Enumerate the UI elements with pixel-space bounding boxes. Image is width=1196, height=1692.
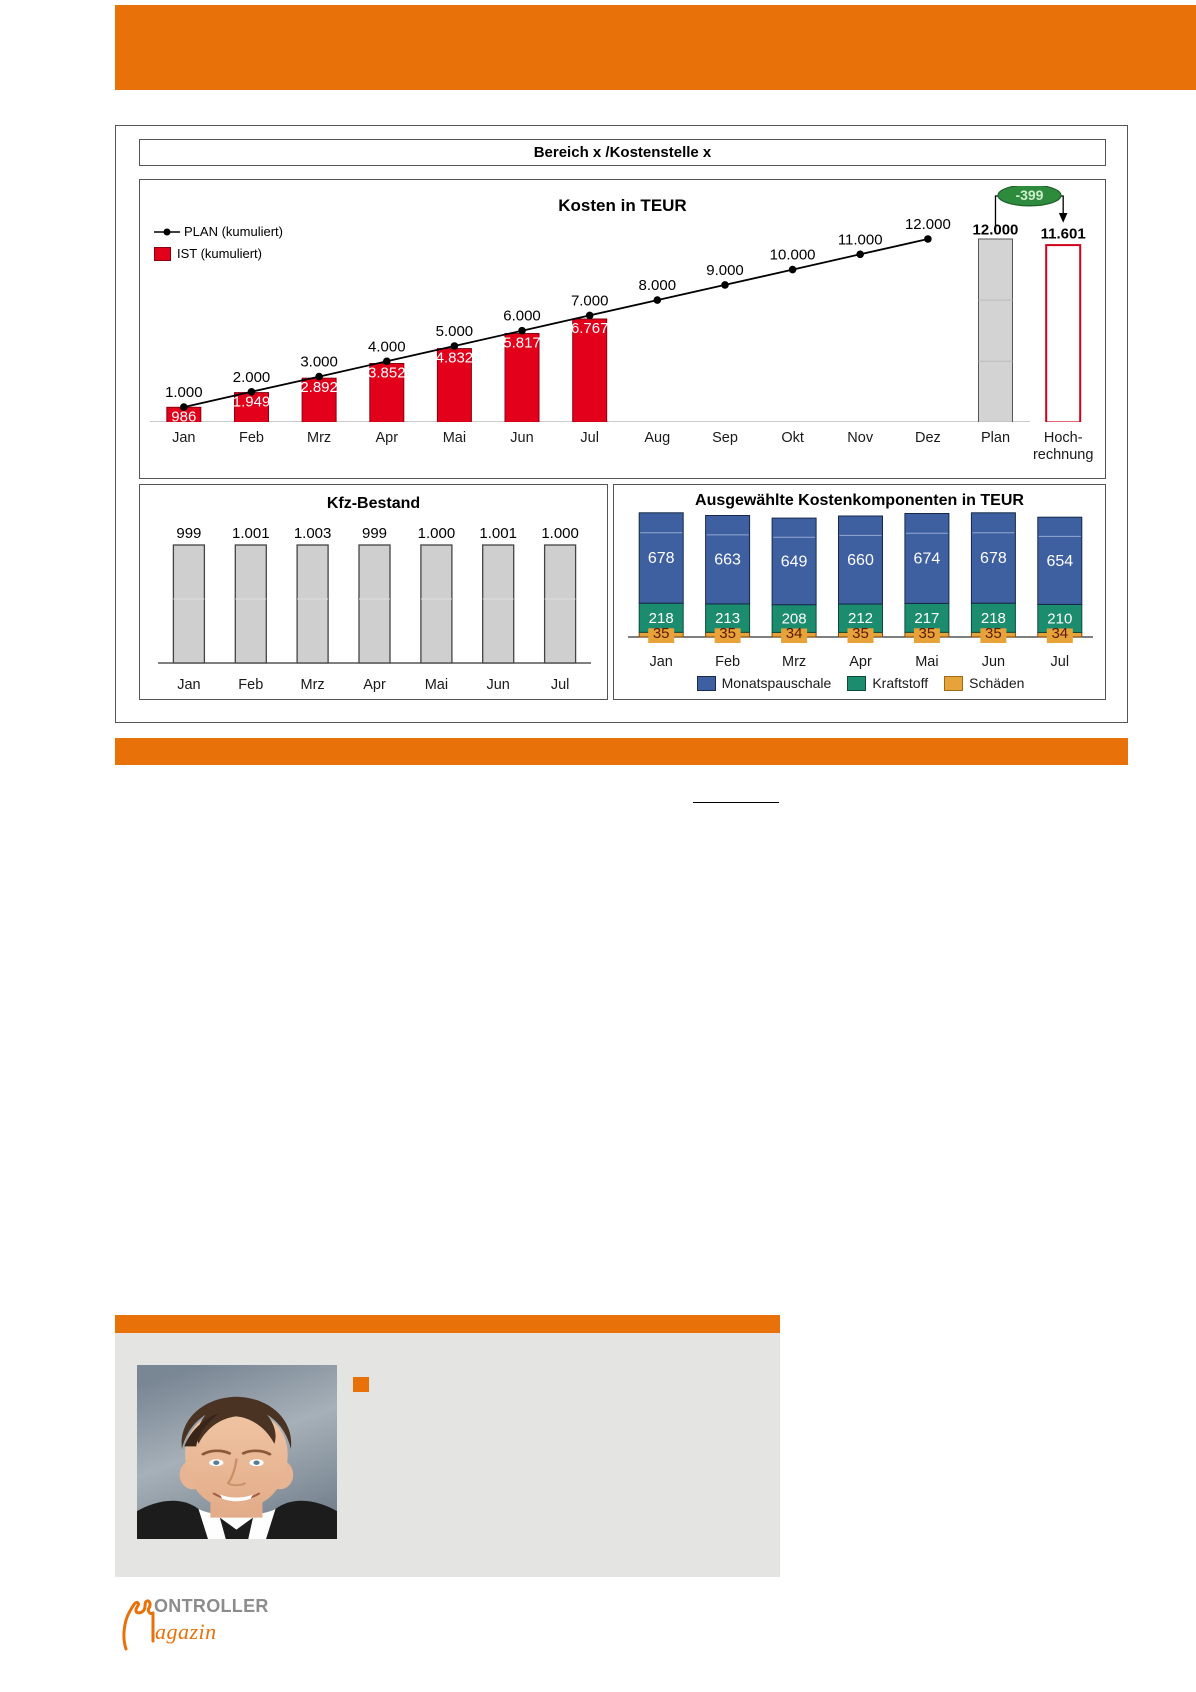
svg-text:35: 35 — [719, 625, 736, 642]
svg-text:34: 34 — [786, 625, 803, 642]
svg-text:35: 35 — [852, 625, 869, 642]
svg-text:1.000: 1.000 — [418, 525, 456, 542]
svg-text:35: 35 — [919, 625, 936, 642]
svg-text:34: 34 — [1051, 625, 1068, 642]
svg-text:663: 663 — [714, 552, 741, 569]
svg-text:3.000: 3.000 — [300, 354, 338, 371]
svg-text:6.767: 6.767 — [571, 320, 609, 337]
svg-text:5.000: 5.000 — [436, 323, 474, 340]
svg-text:-399: -399 — [1015, 187, 1043, 203]
svg-text:660: 660 — [847, 552, 874, 569]
svg-text:2.892: 2.892 — [300, 379, 338, 396]
svg-text:6.000: 6.000 — [503, 308, 541, 325]
svg-text:4.000: 4.000 — [368, 338, 406, 355]
svg-text:9.000: 9.000 — [706, 262, 744, 279]
svg-text:10.000: 10.000 — [770, 247, 816, 264]
svg-text:678: 678 — [980, 550, 1007, 567]
svg-text:678: 678 — [648, 550, 675, 567]
svg-text:35: 35 — [653, 625, 670, 642]
svg-text:999: 999 — [362, 525, 387, 542]
svg-text:654: 654 — [1046, 553, 1073, 570]
svg-text:649: 649 — [781, 553, 808, 570]
svg-text:1.001: 1.001 — [232, 525, 270, 542]
svg-text:1.001: 1.001 — [479, 525, 517, 542]
svg-text:1.003: 1.003 — [294, 525, 332, 542]
svg-text:986: 986 — [171, 408, 196, 422]
svg-text:1.000: 1.000 — [165, 384, 203, 401]
svg-text:4.832: 4.832 — [436, 350, 474, 367]
svg-text:5.817: 5.817 — [503, 334, 541, 351]
svg-text:11.601: 11.601 — [1041, 225, 1086, 242]
svg-text:11.000: 11.000 — [838, 231, 883, 248]
svg-text:35: 35 — [985, 625, 1002, 642]
svg-text:7.000: 7.000 — [571, 292, 609, 309]
svg-text:12.000: 12.000 — [905, 216, 951, 233]
svg-text:ONTROLLER: ONTROLLER — [154, 1596, 269, 1616]
svg-text:2.000: 2.000 — [233, 369, 271, 386]
svg-text:1.000: 1.000 — [541, 525, 579, 542]
svg-text:8.000: 8.000 — [639, 277, 677, 294]
svg-text:3.852: 3.852 — [368, 364, 406, 381]
svg-text:999: 999 — [176, 525, 201, 542]
svg-text:674: 674 — [914, 550, 941, 567]
svg-text:1.949: 1.949 — [233, 394, 271, 411]
svg-text:agazin: agazin — [155, 1619, 217, 1644]
